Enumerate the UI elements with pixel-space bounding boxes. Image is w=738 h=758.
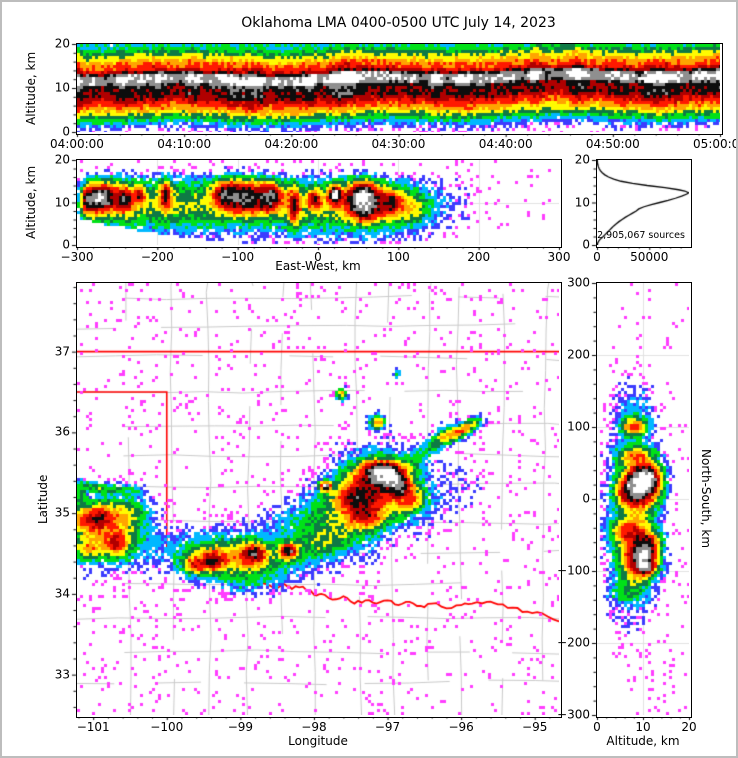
- tick-label: 0: [62, 237, 70, 252]
- east-west-heatmap: [77, 160, 559, 245]
- tick-label: 50000: [630, 250, 669, 264]
- tick-label: 10: [574, 195, 590, 209]
- tick-label: 200: [567, 347, 590, 362]
- tick-label: 33: [54, 667, 70, 682]
- tick-label: 300: [547, 250, 571, 264]
- tick-label: 100: [386, 250, 410, 264]
- tick-label: −95: [522, 720, 548, 734]
- tick-label: −98: [301, 720, 327, 734]
- altitude-histogram-curve: [597, 160, 689, 245]
- plan-view-map-panel: [76, 282, 562, 718]
- ns-panel-xlabel: Altitude, km: [606, 734, 680, 748]
- source-count-annotation: 2,905,067 sources: [597, 230, 685, 241]
- tick-label: 0: [593, 250, 601, 264]
- tick-label: −96: [448, 720, 474, 734]
- tick-label: −300: [557, 707, 590, 722]
- tick-label: 04:50:00: [585, 137, 640, 151]
- tick-label: 04:00:00: [50, 137, 104, 151]
- tick-label: 20: [54, 152, 70, 167]
- altitude-histogram-panel: [596, 159, 692, 248]
- tick-label: 04:20:00: [264, 137, 319, 151]
- tick-label: 04:30:00: [371, 137, 426, 151]
- figure-title: Oklahoma LMA 0400-0500 UTC July 14, 2023: [241, 15, 556, 31]
- tick-label: 0: [314, 250, 322, 264]
- tick-label: 0: [582, 491, 590, 506]
- tick-label: 200: [467, 250, 491, 264]
- east-west-panel: [76, 159, 562, 248]
- tick-label: 34: [54, 586, 70, 601]
- tick-label: −100: [150, 720, 184, 734]
- tick-label: 0: [593, 720, 601, 734]
- time-height-heatmap: [77, 44, 720, 132]
- tick-label: −101: [76, 720, 110, 734]
- tick-label: 36: [54, 424, 70, 439]
- plan-view-heatmap: [77, 283, 559, 715]
- north-south-heatmap: [597, 283, 689, 715]
- tick-label: −99: [227, 720, 254, 734]
- tick-label: 20: [681, 720, 697, 734]
- tick-label: −100: [557, 563, 590, 578]
- tick-label: 04:40:00: [478, 137, 533, 151]
- tick-label: −300: [60, 250, 94, 264]
- tick-label: −200: [557, 635, 590, 650]
- tick-label: 10: [54, 80, 70, 95]
- tick-label: 100: [567, 419, 590, 434]
- map-xlabel: Longitude: [288, 734, 348, 748]
- tick-label: −100: [221, 250, 255, 264]
- tick-label: 10: [54, 195, 70, 209]
- tick-label: −97: [374, 720, 401, 734]
- ns-panel-ylabel: North-South, km: [699, 449, 713, 549]
- tick-label: 0: [62, 124, 70, 139]
- tick-label: 05:00:00: [693, 137, 736, 151]
- tick-label: 37: [54, 344, 70, 359]
- tick-label: 10: [635, 720, 651, 734]
- tick-label: 04:10:00: [157, 137, 212, 151]
- tick-label: −200: [140, 250, 174, 264]
- tick-label: 0: [582, 237, 590, 252]
- tick-label: 20: [54, 36, 70, 51]
- time-height-panel: [76, 43, 723, 135]
- ew-panel-xlabel: East-West, km: [275, 259, 361, 273]
- tick-label: 300: [567, 275, 590, 290]
- tick-label: 35: [54, 505, 70, 520]
- tick-label: 20: [574, 152, 590, 167]
- north-south-panel: [596, 282, 692, 718]
